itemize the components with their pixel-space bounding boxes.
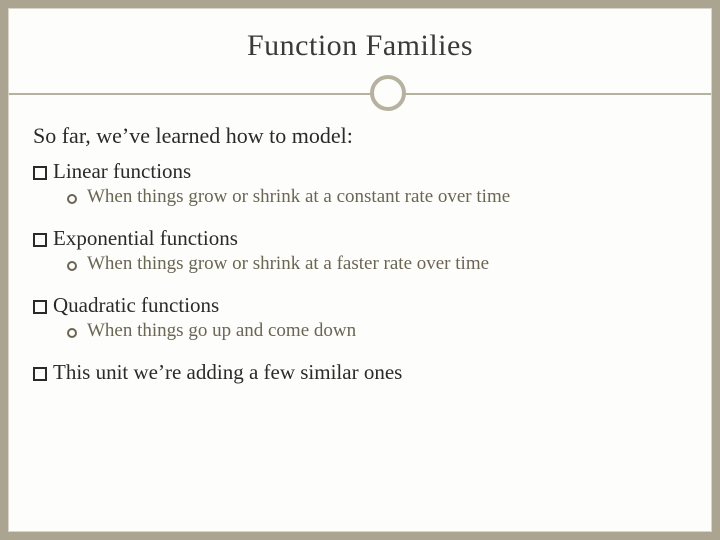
subbullet-exponential: When things grow or shrink at a faster r…: [67, 253, 687, 275]
bullet-heading: Linear functions: [53, 159, 191, 184]
square-bullet-icon: [33, 300, 47, 314]
closing-text: This unit we’re adding a few similar one…: [53, 360, 402, 385]
subbullet-text: When things go up and come down: [87, 320, 356, 342]
divider-circle-icon: [370, 75, 406, 111]
square-bullet-icon: [33, 367, 47, 381]
lead-text: So far, we’ve learned how to model:: [33, 123, 687, 149]
subbullet-text: When things grow or shrink at a constant…: [87, 186, 510, 208]
circle-bullet-icon: [67, 328, 77, 338]
bullet-linear: Linear functions: [33, 159, 687, 184]
slide: Function Families So far, we’ve learned …: [8, 8, 712, 532]
circle-bullet-icon: [67, 261, 77, 271]
square-bullet-icon: [33, 233, 47, 247]
content-area: So far, we’ve learned how to model: Line…: [9, 115, 711, 385]
subbullet-quadratic: When things go up and come down: [67, 320, 687, 342]
title-area: Function Families: [9, 9, 711, 115]
slide-title: Function Families: [9, 29, 711, 63]
bullet-heading: Quadratic functions: [53, 293, 219, 318]
subbullet-text: When things grow or shrink at a faster r…: [87, 253, 489, 275]
bullet-exponential: Exponential functions: [33, 226, 687, 251]
subbullet-linear: When things grow or shrink at a constant…: [67, 186, 687, 208]
closing-line: This unit we’re adding a few similar one…: [33, 360, 687, 385]
bullet-heading: Exponential functions: [53, 226, 238, 251]
square-bullet-icon: [33, 166, 47, 180]
divider: [9, 75, 711, 115]
bullet-quadratic: Quadratic functions: [33, 293, 687, 318]
circle-bullet-icon: [67, 194, 77, 204]
divider-line: [9, 93, 711, 95]
